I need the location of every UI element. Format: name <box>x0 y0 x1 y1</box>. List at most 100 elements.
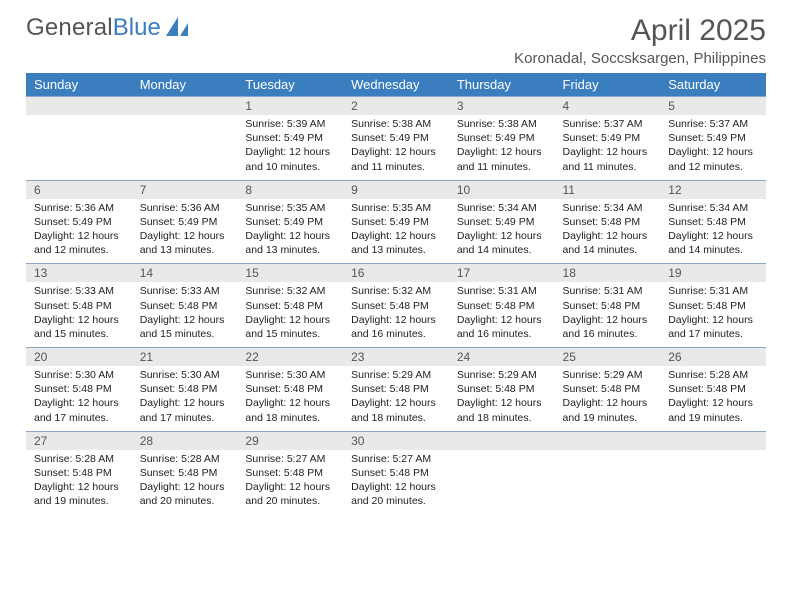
day-line: Sunrise: 5:30 AM <box>245 368 335 382</box>
day-content-cell: Sunrise: 5:31 AMSunset: 5:48 PMDaylight:… <box>660 282 766 347</box>
day-line: Daylight: 12 hours and 16 minutes. <box>351 313 441 341</box>
day-line: Sunset: 5:48 PM <box>245 299 335 313</box>
day-line: Sunrise: 5:34 AM <box>563 201 653 215</box>
day-line: Daylight: 12 hours and 10 minutes. <box>245 145 335 173</box>
day-line: Sunset: 5:48 PM <box>457 382 547 396</box>
day-number-cell: 10 <box>449 180 555 199</box>
day-line: Daylight: 12 hours and 11 minutes. <box>457 145 547 173</box>
day-content-cell: Sunrise: 5:34 AMSunset: 5:48 PMDaylight:… <box>660 199 766 264</box>
day-line: Sunrise: 5:33 AM <box>140 284 230 298</box>
col-thursday: Thursday <box>449 73 555 97</box>
day-line: Sunset: 5:48 PM <box>668 382 758 396</box>
day-line: Sunrise: 5:38 AM <box>351 117 441 131</box>
day-content-cell: Sunrise: 5:27 AMSunset: 5:48 PMDaylight:… <box>343 450 449 515</box>
content-row: Sunrise: 5:28 AMSunset: 5:48 PMDaylight:… <box>26 450 766 515</box>
day-line: Daylight: 12 hours and 18 minutes. <box>245 396 335 424</box>
day-line: Sunrise: 5:30 AM <box>140 368 230 382</box>
day-number-cell: 2 <box>343 97 449 116</box>
day-number-cell: 15 <box>237 264 343 283</box>
day-line: Sunrise: 5:35 AM <box>351 201 441 215</box>
day-number-cell: 16 <box>343 264 449 283</box>
day-content-cell: Sunrise: 5:37 AMSunset: 5:49 PMDaylight:… <box>555 115 661 180</box>
day-number-cell: 24 <box>449 348 555 367</box>
content-row: Sunrise: 5:36 AMSunset: 5:49 PMDaylight:… <box>26 199 766 264</box>
day-line: Sunset: 5:49 PM <box>457 215 547 229</box>
day-line: Daylight: 12 hours and 16 minutes. <box>457 313 547 341</box>
day-line: Daylight: 12 hours and 19 minutes. <box>563 396 653 424</box>
day-line: Sunrise: 5:39 AM <box>245 117 335 131</box>
day-line: Daylight: 12 hours and 13 minutes. <box>351 229 441 257</box>
brand-logo: GeneralBlue <box>26 14 191 42</box>
day-content-cell: Sunrise: 5:38 AMSunset: 5:49 PMDaylight:… <box>449 115 555 180</box>
day-line: Sunset: 5:48 PM <box>668 215 758 229</box>
day-line: Sunrise: 5:29 AM <box>351 368 441 382</box>
day-line: Daylight: 12 hours and 15 minutes. <box>140 313 230 341</box>
day-content-cell: Sunrise: 5:30 AMSunset: 5:48 PMDaylight:… <box>237 366 343 431</box>
day-number-cell: 19 <box>660 264 766 283</box>
col-sunday: Sunday <box>26 73 132 97</box>
location-text: Koronadal, Soccsksargen, Philippines <box>514 50 766 67</box>
day-line: Daylight: 12 hours and 12 minutes. <box>668 145 758 173</box>
weekday-header-row: Sunday Monday Tuesday Wednesday Thursday… <box>26 73 766 97</box>
day-content-cell: Sunrise: 5:27 AMSunset: 5:48 PMDaylight:… <box>237 450 343 515</box>
day-number-cell: 6 <box>26 180 132 199</box>
day-line: Sunrise: 5:27 AM <box>245 452 335 466</box>
day-line: Sunrise: 5:34 AM <box>668 201 758 215</box>
day-line: Daylight: 12 hours and 11 minutes. <box>563 145 653 173</box>
day-line: Daylight: 12 hours and 17 minutes. <box>34 396 124 424</box>
brand-text-a: General <box>26 14 113 42</box>
day-content-cell: Sunrise: 5:28 AMSunset: 5:48 PMDaylight:… <box>660 366 766 431</box>
day-content-cell: Sunrise: 5:29 AMSunset: 5:48 PMDaylight:… <box>555 366 661 431</box>
day-line: Sunrise: 5:28 AM <box>668 368 758 382</box>
day-line: Sunrise: 5:31 AM <box>668 284 758 298</box>
day-content-cell: Sunrise: 5:37 AMSunset: 5:49 PMDaylight:… <box>660 115 766 180</box>
content-row: Sunrise: 5:30 AMSunset: 5:48 PMDaylight:… <box>26 366 766 431</box>
day-line: Sunset: 5:48 PM <box>34 466 124 480</box>
day-line: Daylight: 12 hours and 11 minutes. <box>351 145 441 173</box>
day-line: Daylight: 12 hours and 19 minutes. <box>34 480 124 508</box>
day-line: Sunset: 5:49 PM <box>245 131 335 145</box>
day-content-cell <box>555 450 661 515</box>
day-content-cell <box>660 450 766 515</box>
day-number-cell: 29 <box>237 431 343 450</box>
day-line: Daylight: 12 hours and 20 minutes. <box>140 480 230 508</box>
day-line: Sunrise: 5:28 AM <box>34 452 124 466</box>
daynum-row: 12345 <box>26 97 766 116</box>
day-number-cell: 30 <box>343 431 449 450</box>
day-number-cell: 5 <box>660 97 766 116</box>
day-line: Sunset: 5:48 PM <box>351 382 441 396</box>
month-title: April 2025 <box>514 14 766 48</box>
day-line: Daylight: 12 hours and 17 minutes. <box>668 313 758 341</box>
day-line: Sunset: 5:48 PM <box>140 382 230 396</box>
day-number-cell: 12 <box>660 180 766 199</box>
day-line: Daylight: 12 hours and 15 minutes. <box>34 313 124 341</box>
brand-sail-icon <box>165 15 191 42</box>
day-number-cell: 28 <box>132 431 238 450</box>
day-line: Sunset: 5:49 PM <box>351 131 441 145</box>
day-number-cell: 3 <box>449 97 555 116</box>
day-line: Sunrise: 5:29 AM <box>457 368 547 382</box>
day-content-cell: Sunrise: 5:28 AMSunset: 5:48 PMDaylight:… <box>26 450 132 515</box>
day-line: Sunrise: 5:27 AM <box>351 452 441 466</box>
day-line: Sunset: 5:49 PM <box>140 215 230 229</box>
day-line: Sunset: 5:48 PM <box>351 466 441 480</box>
day-number-cell: 14 <box>132 264 238 283</box>
daynum-row: 6789101112 <box>26 180 766 199</box>
day-line: Sunset: 5:49 PM <box>457 131 547 145</box>
day-line: Sunrise: 5:28 AM <box>140 452 230 466</box>
day-content-cell: Sunrise: 5:35 AMSunset: 5:49 PMDaylight:… <box>237 199 343 264</box>
day-line: Daylight: 12 hours and 17 minutes. <box>140 396 230 424</box>
day-content-cell: Sunrise: 5:29 AMSunset: 5:48 PMDaylight:… <box>343 366 449 431</box>
day-line: Daylight: 12 hours and 20 minutes. <box>351 480 441 508</box>
day-line: Sunrise: 5:37 AM <box>668 117 758 131</box>
day-line: Sunset: 5:48 PM <box>563 299 653 313</box>
day-content-cell: Sunrise: 5:31 AMSunset: 5:48 PMDaylight:… <box>555 282 661 347</box>
day-line: Sunset: 5:48 PM <box>457 299 547 313</box>
day-content-cell: Sunrise: 5:30 AMSunset: 5:48 PMDaylight:… <box>132 366 238 431</box>
day-line: Sunrise: 5:38 AM <box>457 117 547 131</box>
day-number-cell <box>555 431 661 450</box>
day-line: Daylight: 12 hours and 14 minutes. <box>457 229 547 257</box>
day-line: Daylight: 12 hours and 16 minutes. <box>563 313 653 341</box>
day-content-cell: Sunrise: 5:36 AMSunset: 5:49 PMDaylight:… <box>132 199 238 264</box>
day-line: Sunrise: 5:29 AM <box>563 368 653 382</box>
